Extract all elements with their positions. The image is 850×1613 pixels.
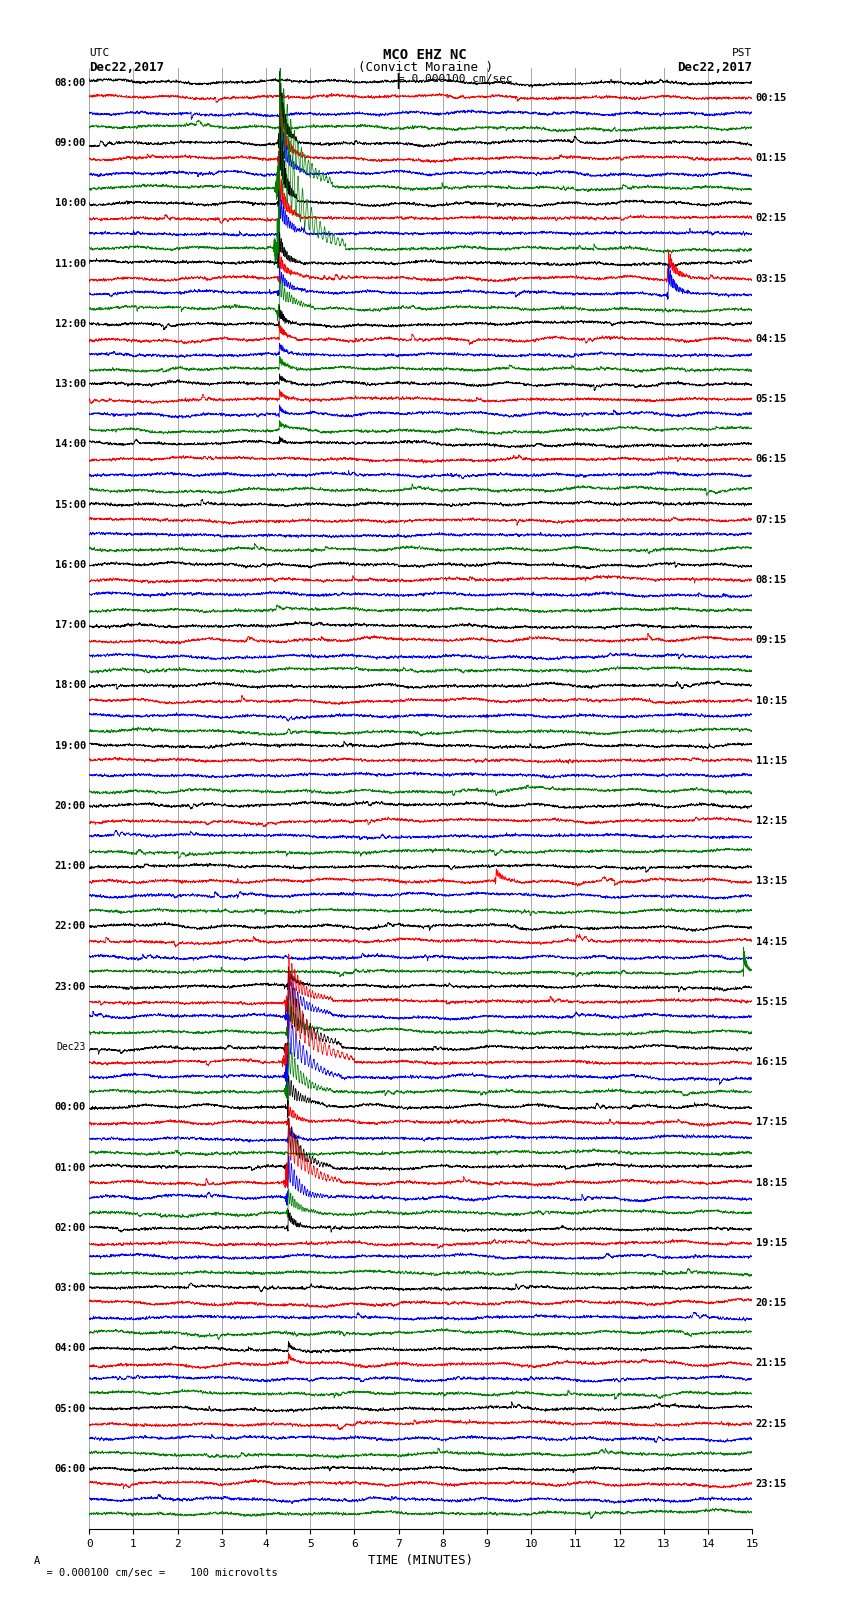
Text: 09:00: 09:00 (54, 139, 86, 148)
Text: Dec22,2017: Dec22,2017 (677, 61, 752, 74)
Text: A
  = 0.000100 cm/sec =    100 microvolts: A = 0.000100 cm/sec = 100 microvolts (34, 1557, 278, 1578)
Text: 23:15: 23:15 (756, 1479, 787, 1489)
Text: 19:00: 19:00 (54, 740, 86, 750)
Text: 16:15: 16:15 (756, 1057, 787, 1068)
Text: 03:00: 03:00 (54, 1282, 86, 1294)
Text: 02:15: 02:15 (756, 213, 787, 224)
Text: 19:15: 19:15 (756, 1237, 787, 1248)
Text: 02:00: 02:00 (54, 1223, 86, 1232)
Text: 05:00: 05:00 (54, 1403, 86, 1413)
Text: 06:15: 06:15 (756, 455, 787, 465)
Text: 14:00: 14:00 (54, 439, 86, 450)
Text: 04:00: 04:00 (54, 1344, 86, 1353)
Text: 15:15: 15:15 (756, 997, 787, 1007)
Text: 22:15: 22:15 (756, 1419, 787, 1429)
Text: 12:00: 12:00 (54, 319, 86, 329)
Text: 01:00: 01:00 (54, 1163, 86, 1173)
Text: 05:15: 05:15 (756, 394, 787, 405)
Text: 01:15: 01:15 (756, 153, 787, 163)
Text: 16:00: 16:00 (54, 560, 86, 569)
Text: 04:15: 04:15 (756, 334, 787, 344)
Text: 21:15: 21:15 (756, 1358, 787, 1368)
Text: 20:15: 20:15 (756, 1298, 787, 1308)
Text: 10:15: 10:15 (756, 695, 787, 705)
Text: 18:15: 18:15 (756, 1177, 787, 1187)
Text: 10:00: 10:00 (54, 198, 86, 208)
Text: MCO EHZ NC: MCO EHZ NC (383, 48, 467, 63)
Text: 18:00: 18:00 (54, 681, 86, 690)
Text: Dec23: Dec23 (57, 1042, 86, 1052)
Text: 12:15: 12:15 (756, 816, 787, 826)
Text: 23:00: 23:00 (54, 982, 86, 992)
Text: (Convict Moraine ): (Convict Moraine ) (358, 61, 492, 74)
Text: 14:15: 14:15 (756, 937, 787, 947)
Text: 11:00: 11:00 (54, 258, 86, 269)
Text: 08:00: 08:00 (54, 77, 86, 87)
Text: 13:00: 13:00 (54, 379, 86, 389)
Text: 08:15: 08:15 (756, 574, 787, 586)
Text: 00:15: 00:15 (756, 94, 787, 103)
Text: 17:00: 17:00 (54, 619, 86, 631)
Text: 06:00: 06:00 (54, 1465, 86, 1474)
Text: 15:00: 15:00 (54, 500, 86, 510)
Text: PST: PST (732, 48, 752, 58)
Text: UTC: UTC (89, 48, 110, 58)
Text: Dec22,2017: Dec22,2017 (89, 61, 164, 74)
Text: 17:15: 17:15 (756, 1118, 787, 1127)
Text: = 0.000100 cm/sec: = 0.000100 cm/sec (398, 74, 513, 84)
Text: 13:15: 13:15 (756, 876, 787, 886)
X-axis label: TIME (MINUTES): TIME (MINUTES) (368, 1555, 473, 1568)
Text: 00:00: 00:00 (54, 1102, 86, 1113)
Text: 22:00: 22:00 (54, 921, 86, 931)
Text: 20:00: 20:00 (54, 802, 86, 811)
Text: 07:15: 07:15 (756, 515, 787, 524)
Text: 03:15: 03:15 (756, 274, 787, 284)
Text: 11:15: 11:15 (756, 756, 787, 766)
Text: 09:15: 09:15 (756, 636, 787, 645)
Text: 21:00: 21:00 (54, 861, 86, 871)
Text: |: | (394, 73, 403, 89)
